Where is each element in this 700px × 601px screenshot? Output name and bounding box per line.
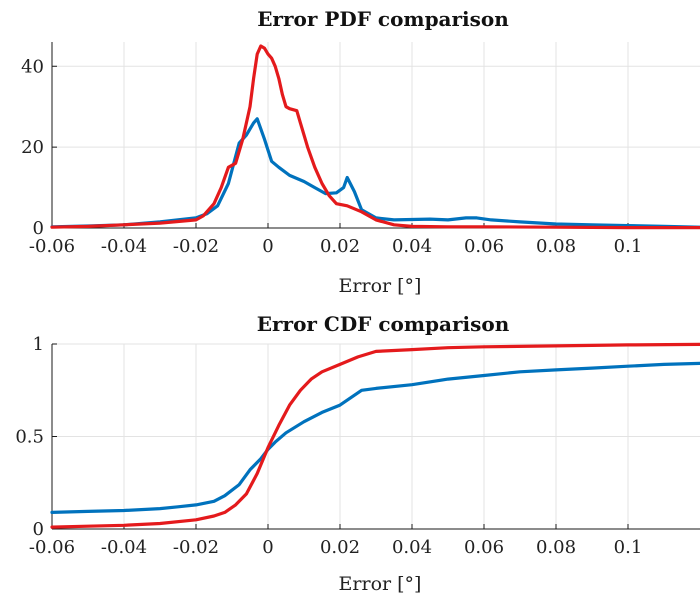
cdf-x-tick-label: -0.04 [101, 537, 147, 558]
cdf-x-tick-label: 0.04 [392, 537, 432, 558]
pdf-series-line-2 [50, 44, 700, 230]
cdf-x-tick-label: 0.02 [320, 537, 360, 558]
cdf-grid [51, 343, 700, 530]
pdf-x-tick-label: -0.04 [101, 236, 147, 257]
pdf-series-line-1 [50, 117, 700, 229]
pdf-x-tick-label: -0.02 [173, 236, 219, 257]
pdf-y-tick-label: 0 [33, 218, 44, 239]
cdf-x-tick-label: -0.06 [29, 537, 75, 558]
pdf-x-tick-label: 0.02 [320, 236, 360, 257]
pdf-axes [51, 42, 700, 229]
pdf-y-tick-label: 20 [21, 137, 44, 158]
pdf-x-axis-label: Error [°] [339, 275, 422, 297]
cdf-x-tick-label: 0 [262, 537, 273, 558]
cdf-x-axis-label: Error [°] [339, 573, 422, 595]
pdf-y-tick-label: 40 [21, 56, 44, 77]
cdf-series-line-1 [50, 361, 700, 515]
pdf-x-tick-label: 0.06 [464, 236, 504, 257]
cdf-ticks: -0.06 -0.04 -0.02 0 0.02 0.04 0.06 0.08 0.1 0 0.5 1 [15, 334, 642, 558]
pdf-x-tick-label: 0 [262, 236, 273, 257]
pdf-ticks: -0.06 -0.04 -0.02 0 0.02 0.04 0.06 0.08 0.1 0 20 40 [21, 56, 642, 257]
cdf-x-tick-label: -0.02 [173, 537, 219, 558]
cdf-panel: Error CDF comparison -0.06 -0.04 -0.02 0 0.0… [15, 312, 700, 595]
cdf-x-tick-label: 0.08 [536, 537, 576, 558]
pdf-series [50, 44, 700, 230]
pdf-panel: Error PDF comparison -0.06 -0.04 -0.02 0 0.0… [21, 7, 700, 297]
cdf-x-tick-label: 0.06 [464, 537, 504, 558]
pdf-title: Error PDF comparison [257, 7, 509, 31]
cdf-series [50, 342, 700, 529]
cdf-series-line-2 [50, 342, 700, 529]
pdf-x-tick-label: 0.08 [536, 236, 576, 257]
cdf-y-tick-label: 0.5 [15, 427, 44, 448]
cdf-y-tick-label: 0 [33, 519, 44, 540]
cdf-x-tick-label: 0.1 [614, 537, 643, 558]
pdf-x-tick-label: 0.1 [614, 236, 643, 257]
pdf-x-tick-label: 0.04 [392, 236, 432, 257]
cdf-title: Error CDF comparison [257, 312, 510, 336]
pdf-x-tick-label: -0.06 [29, 236, 75, 257]
pdf-grid [51, 42, 700, 229]
cdf-y-tick-label: 1 [33, 334, 44, 355]
